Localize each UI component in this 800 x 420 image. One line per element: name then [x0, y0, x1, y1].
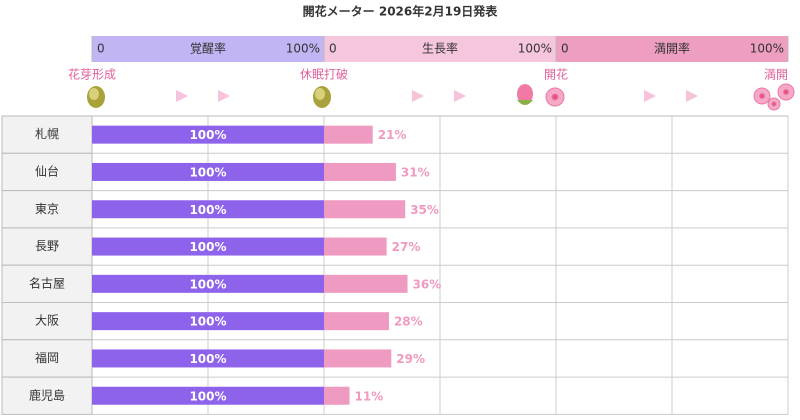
bar: [92, 125, 324, 144]
milestone-label: 開花: [544, 67, 568, 82]
bar: [324, 162, 396, 181]
value-label: 35%: [410, 203, 439, 217]
section-header: [92, 36, 324, 62]
progress-arrows: [176, 90, 698, 102]
row-label-cell: [1, 190, 93, 229]
bar: [324, 125, 373, 144]
bar: [324, 200, 406, 219]
value-label: 27%: [392, 240, 421, 254]
bar: [324, 237, 387, 256]
row-label-cell: [1, 115, 93, 154]
milestone-label: 満開: [764, 68, 788, 82]
value-label: 31%: [401, 165, 430, 179]
value-label: 28%: [394, 315, 423, 329]
row-label-cell: [1, 264, 93, 304]
value-label: 100%: [189, 165, 226, 179]
x-tick-label: 100%: [518, 42, 552, 56]
value-label: 100%: [189, 203, 226, 217]
row-label: 長野: [35, 239, 59, 253]
row-label-cell: [1, 302, 93, 341]
x-tick-label: 0: [97, 42, 105, 56]
section-name: 生長率: [422, 41, 458, 56]
value-label: 100%: [189, 277, 226, 291]
value-label: 100%: [189, 315, 226, 329]
value-label: 11%: [355, 389, 384, 403]
row-label-cell: [1, 339, 93, 378]
row-label: 札幌: [35, 126, 59, 141]
x-tick-label: 100%: [750, 42, 784, 56]
bar: [92, 237, 324, 256]
value-label: 21%: [378, 128, 407, 142]
value-label: 100%: [189, 389, 226, 403]
row-label: 仙台: [35, 163, 59, 178]
value-label: 36%: [413, 277, 442, 291]
value-label: 100%: [189, 240, 226, 254]
flower-bud-icon: [517, 84, 533, 105]
flower-icon: [545, 83, 795, 111]
x-tick-label: 100%: [286, 42, 320, 56]
bar: [92, 200, 324, 219]
section-name: 覚醒率: [190, 41, 226, 56]
row-label: 鹿児島: [29, 387, 65, 402]
bar: [92, 162, 324, 181]
milestone-label: 休眠打破: [300, 67, 348, 82]
chart-title: 開花メーター 2026年2月19日発表: [303, 4, 499, 19]
section-name: 満開率: [654, 41, 690, 56]
row-label: 名古屋: [29, 275, 65, 290]
row-label: 福岡: [35, 350, 59, 365]
bar: [92, 349, 324, 368]
bar: [92, 312, 324, 331]
bar: [324, 349, 392, 368]
bar: [324, 386, 350, 405]
section-header: [324, 36, 556, 62]
section-header: [556, 36, 788, 62]
bud-icon: [87, 86, 105, 108]
row-label: 大阪: [35, 314, 59, 328]
value-label: 100%: [189, 352, 226, 366]
bar: [92, 274, 324, 293]
row-label-cell: [1, 376, 93, 415]
bar: [324, 274, 408, 293]
milestone-label: 花芽形成: [68, 67, 116, 82]
bud-icon: [313, 86, 331, 108]
value-label: 100%: [189, 128, 226, 142]
value-label: 29%: [396, 352, 425, 366]
row-label: 東京: [35, 202, 59, 216]
bar: [324, 312, 389, 331]
bar: [92, 386, 324, 405]
x-tick-label: 0: [561, 42, 569, 56]
x-tick-label: 0: [329, 42, 337, 56]
